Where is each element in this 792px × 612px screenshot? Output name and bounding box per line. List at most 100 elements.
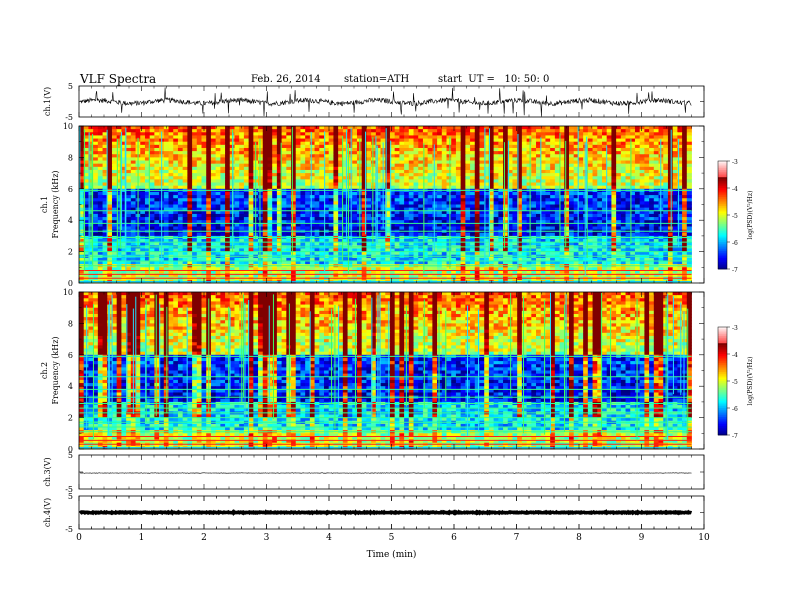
spectrogram-cell	[474, 239, 480, 243]
spectrogram-cell	[173, 213, 179, 218]
spectrogram-cell	[225, 226, 231, 231]
spectrogram-cell	[653, 223, 659, 227]
spectrogram-cell	[281, 195, 287, 199]
spectrogram-cell	[606, 163, 612, 168]
spectrogram-cell	[437, 173, 443, 177]
spectrogram-cell	[389, 182, 396, 187]
spectrogram-cell	[187, 129, 193, 133]
spectrogram-cell	[116, 129, 122, 133]
spectrogram-cell	[135, 126, 141, 130]
spectrogram-cell	[140, 210, 146, 215]
spectrogram-cell	[597, 147, 603, 152]
spectrogram-cell	[281, 226, 287, 231]
spectrogram-cell	[107, 223, 113, 227]
spectrogram-cell	[667, 132, 674, 136]
spectrogram-cell	[653, 226, 659, 231]
spectrogram-cell	[441, 191, 447, 196]
spectrogram-cell	[276, 223, 282, 227]
spectrogram-cell	[102, 179, 108, 183]
spectrogram-cell	[389, 173, 396, 177]
spectrogram-cell	[432, 207, 438, 212]
spectrogram-cell	[484, 182, 490, 187]
spectrogram-cell	[338, 147, 344, 152]
spectrogram-cell	[286, 182, 292, 187]
spectrogram-cell	[545, 160, 551, 165]
spectrogram-cell	[121, 132, 127, 136]
spectrogram-cell	[319, 226, 325, 231]
spectrogram-cell	[102, 223, 108, 227]
spectrogram-cell	[385, 151, 391, 155]
spectrogram-cell	[225, 198, 231, 202]
spectrogram-cell	[154, 176, 160, 180]
spectrogram-cell	[616, 151, 622, 155]
spectrogram-cell	[446, 135, 452, 139]
spectrogram-cell	[404, 151, 410, 155]
spectrogram-cell	[564, 132, 570, 136]
spectrogram-cell	[536, 213, 542, 218]
spectrogram-cell	[107, 166, 113, 171]
spectrogram-cell	[196, 239, 202, 243]
spectrogram-cell	[215, 213, 221, 218]
spectrogram-cell	[121, 176, 127, 180]
spectrogram-cell	[225, 151, 231, 155]
spectrogram-cell	[328, 157, 334, 161]
spectrogram-cell	[488, 207, 495, 212]
spectrogram-cell	[531, 138, 537, 143]
spectrogram-cell	[79, 204, 85, 209]
spectrogram-cell	[493, 179, 499, 183]
spectrogram-cell	[267, 239, 273, 243]
spectrogram-cell	[130, 232, 136, 237]
spectrogram-cell	[248, 201, 254, 205]
spectrogram-cell	[531, 154, 537, 158]
spectrogram-cell	[625, 191, 631, 196]
spectrogram-cell	[262, 169, 268, 174]
spectrogram-cell	[587, 207, 593, 212]
spectrogram-cell	[324, 144, 330, 149]
spectrogram-cell	[653, 191, 659, 196]
spectrogram-cell	[111, 147, 118, 152]
spectrogram-cell	[262, 166, 268, 171]
spectrogram-cell	[587, 132, 593, 136]
spectrogram-cell	[258, 154, 264, 158]
spectrogram-cell	[616, 147, 622, 152]
spectrogram-cell	[220, 239, 226, 243]
spectrogram-cell	[441, 129, 447, 133]
spectrogram-cell	[342, 166, 348, 171]
spectrogram-cell	[79, 173, 85, 177]
spectrogram-cell	[140, 157, 146, 161]
spectrogram-cell	[437, 144, 443, 149]
spectrogram-cell	[300, 185, 306, 190]
spectrogram-cell	[686, 195, 692, 199]
spectrogram-cell	[314, 201, 320, 205]
spectrogram-cell	[503, 126, 509, 130]
spectrogram-cell	[616, 201, 622, 205]
spectrogram-cell	[116, 201, 122, 205]
spectrogram-cell	[653, 154, 659, 158]
spectrogram-cell	[587, 201, 593, 205]
spectrogram-cell	[479, 217, 485, 221]
spectrogram-cell	[361, 198, 367, 202]
spectrogram-cell	[441, 141, 447, 146]
spectrogram-cell	[196, 223, 202, 227]
spectrogram-cell	[79, 179, 85, 183]
spectrogram-cell	[338, 144, 344, 149]
spectrogram-cell	[455, 226, 462, 231]
spectrogram-cell	[672, 201, 678, 205]
spectrogram-cell	[163, 163, 169, 168]
spectrogram-cell	[248, 204, 254, 209]
spectrogram-cell	[550, 232, 556, 237]
spectrogram-cell	[512, 154, 518, 158]
spectrogram-cell	[597, 173, 603, 177]
spectrogram-cell	[399, 173, 405, 177]
spectrogram-cell	[446, 157, 452, 161]
spectrogram-cell	[371, 151, 377, 155]
spectrogram-cell	[634, 198, 641, 202]
spectrogram-cell	[309, 201, 315, 205]
spectrogram-cell	[385, 207, 391, 212]
spectrogram-cell	[611, 239, 617, 243]
spectrogram-cell	[107, 147, 113, 152]
spectrogram-cell	[422, 210, 429, 215]
spectrogram-cell	[460, 126, 466, 130]
spectrogram-cell	[272, 141, 278, 146]
spectrogram-cell	[93, 195, 99, 199]
